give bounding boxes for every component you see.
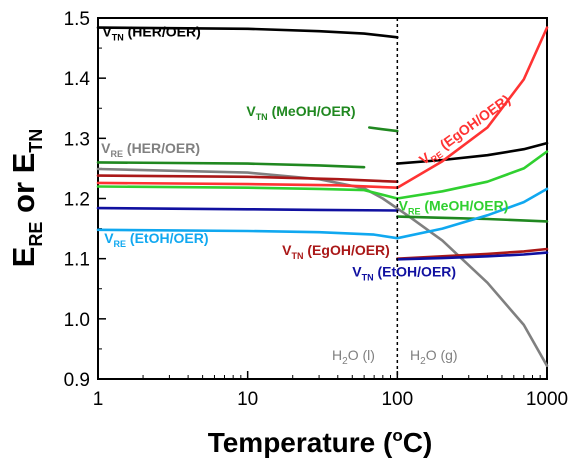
series-annotation-5: VTN (EgOH/OER) <box>282 242 390 261</box>
series-annotation-4: VRE (EtOH/OER) <box>104 230 208 249</box>
y-tick-label: 1.2 <box>64 190 90 211</box>
y-tick-label: 1.3 <box>64 129 90 150</box>
series-line-11 <box>395 251 549 261</box>
series-annotation-1: VTN (MeOH/OER) <box>246 103 355 122</box>
series-line-10 <box>96 206 399 212</box>
series-line-1 <box>395 141 549 165</box>
x-tick-label: 10 <box>237 389 258 410</box>
phase-label-liquid: H2O (l) <box>332 347 375 367</box>
series-annotation-3: VRE (MeOH/OER) <box>399 198 509 217</box>
x-axis-title: Temperature (oC) <box>208 426 433 458</box>
y-tick-label: 1.4 <box>64 69 91 90</box>
series-line-5 <box>395 215 549 223</box>
y-tick-label: 1.5 <box>64 9 90 30</box>
x-tick-label: 1 <box>93 389 104 410</box>
y-axis-title: ERE or ETN <box>6 129 46 268</box>
x-tick-label: 1000 <box>526 389 568 410</box>
series-line-7 <box>96 26 549 189</box>
y-tick-label: 0.9 <box>64 370 90 391</box>
series-line-8 <box>96 174 399 183</box>
series-annotation-2: VRE (HER/OER) <box>101 140 200 159</box>
series-line-3 <box>96 161 366 169</box>
series-line-9 <box>395 247 549 261</box>
series-annotation-0: VTN (HER/OER) <box>102 24 200 43</box>
series-annotation-6: VTN (EtOH/OER) <box>352 264 456 283</box>
phase-label-gas: H2O (g) <box>410 347 458 367</box>
series-line-0 <box>96 26 399 39</box>
series-line-2 <box>96 167 549 368</box>
y-tick-label: 1.1 <box>64 250 90 271</box>
x-tick-label: 100 <box>381 389 413 410</box>
series-line-4 <box>367 126 399 133</box>
series-line-12 <box>96 187 549 240</box>
y-tick-label: 1.0 <box>64 310 90 331</box>
